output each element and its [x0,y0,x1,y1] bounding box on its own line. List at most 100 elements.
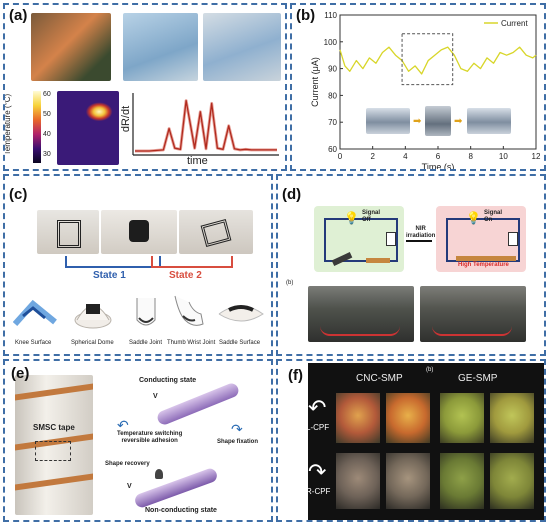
ge-smp-label: GE-SMP [458,373,498,384]
coil-1 [57,220,81,248]
panel-f-label: (f) [288,367,303,384]
panel-d-sub-b: (b) [286,280,294,286]
temperature-colorbar [33,91,41,163]
curl-arrow-icon-1: ↶ [308,395,327,420]
circuit-photo-on-wire [432,326,512,336]
signal-off-label: Signal Off [362,210,381,223]
smsc-tape-label: SMSC tape [33,423,75,432]
panel-b-label: (b) [296,7,316,24]
x-tick-label-4: 8 [468,152,473,161]
y-tick-label-4: 100 [324,38,338,47]
dr-dt-ylabel: dR/dt [120,105,133,133]
panel-c-label: (c) [9,186,28,203]
circuit-photo-off-wire [320,326,400,336]
arm-straight-photo-2 [467,108,511,134]
dr-dt-chart [132,93,279,156]
curl-arrow-icon-2: ↷ [308,459,327,484]
leaf-cnc-lcpf-1 [336,393,380,443]
leaf-ge-rcpf-2 [490,453,534,509]
state-2-bracket [151,256,233,268]
x-tick-label-6: 12 [532,152,541,161]
state-1-label: State 1 [93,270,126,281]
conducting-state-label: Conducting state [139,377,197,384]
cnc-smp-label: CNC-SMP [356,373,403,384]
temperature-colorbar-title: Temperature (°C) [3,93,13,156]
glove-finger-photo-2 [203,13,281,81]
dr-dt-series-shadow [135,99,277,153]
y-tick-label-1: 70 [328,118,337,127]
l-cpf-label: L-CPF [306,423,330,432]
rod-nonconducting [133,466,219,510]
bulb-off-icon: 💡 [344,211,359,225]
arrow-2: ➡ [454,116,463,127]
high-temperature-label: High Temperature [458,262,509,268]
knee-surface-label: Knee Surface [15,340,52,346]
x-tick-label-0: 0 [338,152,343,161]
y-tick-label-3: 90 [328,65,337,74]
leaf-ge-lcpf-1 [440,393,484,443]
thumb-wrist-joint-illustration [171,294,207,332]
v-label-top: V [153,393,158,400]
current-series-line [339,46,537,75]
v-label-bottom: V [127,483,132,490]
y-axis-label: Current (μA) [310,57,320,107]
knee-surface-illustration [12,298,57,328]
bulb-dark-icon [155,469,163,479]
shape-recovery-label: Shape recovery [105,461,150,467]
tape-dashed-box [35,441,71,461]
circuit-on-wire [446,218,520,262]
panel-f: (f) CNC-SMP (b) GE-SMP ↶ L-CPF ↷ R-CPF [276,359,546,522]
coil-2 [129,220,149,242]
panel-e-label: (e) [11,365,30,382]
saddle-surface-label: Saddle Surface [219,340,261,346]
leaf-cnc-rcpf-2 [386,453,430,509]
battery-off-icon [386,232,396,246]
battery-on-icon [508,232,518,246]
spherical-dome-illustration [73,296,113,330]
sensor-photo-3 [179,210,253,254]
x-tick-label-5: 10 [499,152,508,161]
saddle-surface-illustration [217,298,265,328]
shape-fixation-label: Shape fixation [217,439,259,445]
panel-d-label: (d) [282,186,302,203]
leaf-ge-lcpf-2 [490,393,534,443]
nir-arrow [406,240,432,242]
cbar-tick-2: 40 [43,131,51,138]
panel-a-label: (a) [9,7,28,24]
current-chart: 0 2 4 6 8 10 12 60 70 80 90 100 110 Time (s) Current (… [310,11,541,169]
spherical-dome-label: Spherical Dome [71,340,114,346]
y-tick-label-0: 60 [328,145,337,154]
thermal-image [57,91,119,165]
legend-label: Current [501,19,528,28]
r-cpf-label: R-CPF [306,487,331,496]
hand-sensor-photo [31,13,111,81]
state-2-label: State 2 [169,270,202,281]
arm-bent-photo [425,106,451,136]
y-tick-label-5: 110 [324,11,337,20]
nir-irradiation-label: NIR irradiation [406,226,436,239]
dr-dt-series-line [135,99,277,152]
x-tick-label-2: 4 [403,152,408,161]
state-1-bracket [65,256,161,268]
x-tick-label-3: 6 [436,152,441,161]
switching-label: Temperature switching reversible adhesio… [117,431,183,444]
arm-straight-photo [366,108,410,134]
cycle-arrow-left: ↶ [117,417,129,433]
leaf-cnc-rcpf-1 [336,453,380,509]
panel-e: (e) SMSC tape Conducting state V Tempera… [3,359,273,522]
panel-a: (a) Temperature (°C) 60 50 40 30 dR/dt t… [3,3,287,171]
cbar-tick-3: 30 [43,151,51,158]
dr-dt-xlabel: time [187,155,208,167]
non-conducting-state-label: Non-conducting state [145,507,217,514]
glove-finger-photo-1 [123,13,198,81]
panel-c: (c) State 1 State 2 Knee Surface Spheric… [3,174,273,356]
electrode-on [456,256,516,261]
panel-b: (b) 0 2 4 6 8 10 12 60 70 80 90 100 110 Time (s) Curre… [290,3,546,171]
panel-d: (d) 💡 Signal Off NIR irradiation 💡 Signa… [276,174,546,356]
saddle-joint-illustration [131,296,161,330]
thumb-wrist-joint-label: Thumb Wrist Joint [167,340,216,346]
leaf-ge-rcpf-1 [440,453,484,509]
x-tick-label-1: 2 [370,152,375,161]
bulb-on-icon: 💡 [466,211,481,225]
signal-on-label: Signal On [484,210,503,223]
